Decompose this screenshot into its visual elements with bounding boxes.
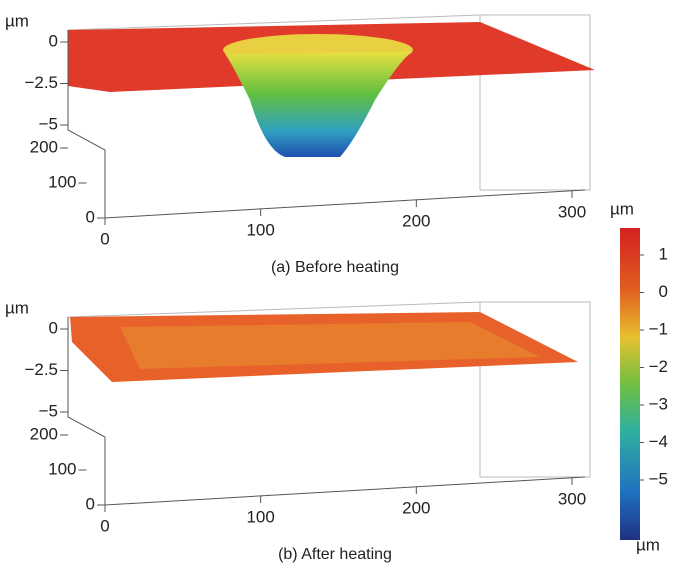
x-tick-label: 300 xyxy=(558,489,586,508)
z-unit: µm xyxy=(5,298,29,317)
axis-line xyxy=(67,317,586,506)
x-tick-label: 0 xyxy=(100,516,109,535)
x-tick-label: 200 xyxy=(402,498,430,517)
x-tick-label: 0 xyxy=(100,229,109,248)
colorbar-tick-label: −2 xyxy=(649,357,668,376)
z-tick-label: −2.5 xyxy=(24,73,58,92)
y-tick-label: 0 xyxy=(86,494,95,513)
caption: (b) After heating xyxy=(278,546,392,563)
colorbar-tick-label: −4 xyxy=(649,432,668,451)
axis-line xyxy=(67,30,586,219)
z-tick-label: −5 xyxy=(39,401,58,420)
z-unit: µm xyxy=(5,11,29,30)
colorbar-tick-label: −1 xyxy=(649,319,668,338)
y-tick-label: 100 xyxy=(48,172,76,191)
y-tick-label: 200 xyxy=(30,137,58,156)
surface-texture xyxy=(120,322,540,369)
x-tick-label: 100 xyxy=(246,220,274,239)
x-tick-label: 100 xyxy=(246,507,274,526)
x-tick-label: 200 xyxy=(402,211,430,230)
colorbar-unit: µm xyxy=(610,199,634,218)
colorbar xyxy=(620,228,640,540)
colorbar-tick-label: −3 xyxy=(649,394,668,413)
colorbar-unit: µm xyxy=(636,535,660,554)
colorbar-tick-label: 0 xyxy=(659,282,668,301)
z-tick-label: 0 xyxy=(49,31,58,50)
z-tick-label: 0 xyxy=(49,318,58,337)
colorbar-tick-label: −5 xyxy=(649,469,668,488)
x-tick-label: 300 xyxy=(558,202,586,221)
y-tick-label: 200 xyxy=(30,424,58,443)
z-tick-label: −2.5 xyxy=(24,360,58,379)
colorbar-tick-label: 1 xyxy=(659,244,668,263)
y-tick-label: 100 xyxy=(48,459,76,478)
caption: (a) Before heating xyxy=(271,259,399,276)
y-tick-label: 0 xyxy=(86,207,95,226)
z-tick-label: −5 xyxy=(39,114,58,133)
crater xyxy=(225,52,412,157)
